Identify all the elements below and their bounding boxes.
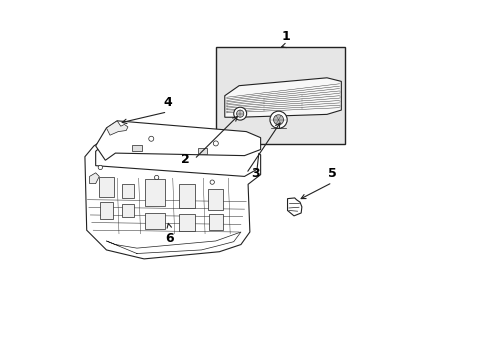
Bar xyxy=(100,202,113,219)
Bar xyxy=(131,145,142,151)
Polygon shape xyxy=(287,198,301,216)
Text: 6: 6 xyxy=(164,231,173,244)
Bar xyxy=(208,189,223,210)
Bar xyxy=(144,179,164,206)
Bar xyxy=(208,214,223,230)
Bar xyxy=(122,184,133,198)
Circle shape xyxy=(233,107,246,120)
Circle shape xyxy=(273,115,283,125)
Polygon shape xyxy=(224,78,341,117)
Polygon shape xyxy=(89,173,99,184)
Circle shape xyxy=(148,136,153,141)
Bar xyxy=(198,148,206,154)
Polygon shape xyxy=(85,138,260,259)
Text: 2: 2 xyxy=(181,153,189,166)
Text: 3: 3 xyxy=(250,167,259,180)
Text: 4: 4 xyxy=(163,96,171,109)
Circle shape xyxy=(236,110,244,117)
Polygon shape xyxy=(106,121,128,135)
Bar xyxy=(179,214,195,231)
Circle shape xyxy=(269,111,286,129)
Text: 1: 1 xyxy=(281,30,289,43)
Circle shape xyxy=(154,175,159,180)
Polygon shape xyxy=(96,121,260,160)
Text: 5: 5 xyxy=(327,167,336,180)
Bar xyxy=(99,177,113,197)
Bar xyxy=(215,47,344,144)
Bar xyxy=(179,184,195,208)
Circle shape xyxy=(213,141,218,146)
Bar xyxy=(144,213,164,229)
Bar xyxy=(122,204,133,217)
Circle shape xyxy=(210,180,214,184)
Circle shape xyxy=(98,165,102,170)
